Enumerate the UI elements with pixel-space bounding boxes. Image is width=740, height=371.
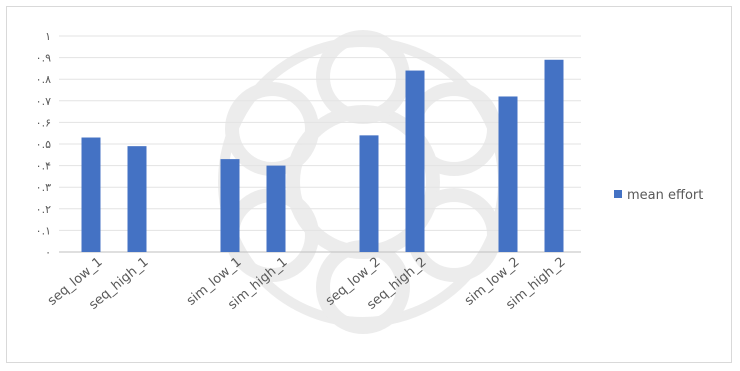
y-tick-label: ٠.۶ xyxy=(36,116,51,129)
bar-sim_high_2 xyxy=(544,59,564,253)
y-tick-label: ١ xyxy=(45,30,51,43)
bars xyxy=(81,59,564,253)
legend-label: mean effort xyxy=(627,188,703,203)
legend-swatch xyxy=(614,190,622,198)
y-tick-label: ٠.٣ xyxy=(36,181,51,194)
bar-seq_high_1 xyxy=(127,146,147,252)
bar-seq_low_1 xyxy=(81,137,101,252)
y-tick-label: ٠.٨ xyxy=(36,73,51,86)
y-tick-label: ٠ xyxy=(45,246,51,259)
y-tick-label: ٠.۴ xyxy=(36,160,51,173)
bar-chart: ٠٠.١٠.٢٠.٣٠.۴٠.۵٠.۶٠.٧٠.٨٠.٩١ seq_low_1s… xyxy=(36,30,703,334)
y-tick-label: ٠.۵ xyxy=(36,138,51,151)
bar-sim_high_1 xyxy=(266,165,286,252)
bar-seq_high_2 xyxy=(405,70,425,252)
legend: mean effort xyxy=(614,188,703,203)
y-axis: ٠ ٠.١ ٠.٢ ٠.٣ ٠.۴ ٠.۵ ٠.۶ ٠.٧ ٠.٨ ٠.٩ ١ xyxy=(36,30,51,259)
bar-sim_low_2 xyxy=(498,96,518,252)
y-tick-label: ٠.٩ xyxy=(36,52,51,65)
bar-sim_low_1 xyxy=(220,159,240,252)
bar-seq_low_2 xyxy=(359,135,379,252)
chart-frame: ٠ ٠.١ ٠.٢ ٠.٣ ٠.۴ ٠.۵ ٠.۶ ٠.٧ ٠.٨ ٠.٩ ١ seq_low_1 s… xyxy=(6,6,732,363)
y-tick-label: ٠.١ xyxy=(36,224,51,237)
y-tick-label: ٠.٧ xyxy=(36,95,51,108)
y-tick-label: ٠.٢ xyxy=(36,203,51,216)
